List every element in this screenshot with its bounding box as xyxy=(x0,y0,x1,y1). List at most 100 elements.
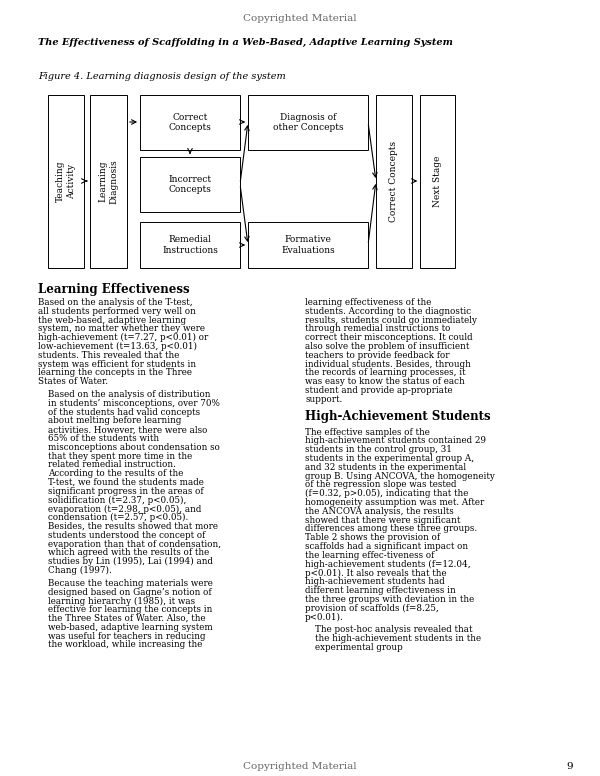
Text: Besides, the results showed that more: Besides, the results showed that more xyxy=(48,522,218,531)
Text: evaporation than that of condensation,: evaporation than that of condensation, xyxy=(48,539,221,549)
Text: studies by Lin (1995), Lai (1994) and: studies by Lin (1995), Lai (1994) and xyxy=(48,557,213,566)
Text: the ANCOVA analysis, the results: the ANCOVA analysis, the results xyxy=(305,507,454,516)
Text: The post-hoc analysis revealed that: The post-hoc analysis revealed that xyxy=(315,625,473,634)
Text: p<0.01).: p<0.01). xyxy=(305,612,344,622)
Bar xyxy=(248,95,368,150)
Text: learning hierarchy (1985), it was: learning hierarchy (1985), it was xyxy=(48,597,195,605)
Bar xyxy=(140,95,240,150)
Text: Correct
Concepts: Correct Concepts xyxy=(169,113,211,132)
Text: condensation (t=2.57, p<0.05).: condensation (t=2.57, p<0.05). xyxy=(48,513,188,522)
Text: Copyrighted Material: Copyrighted Material xyxy=(243,762,357,771)
Text: system was efficient for students in: system was efficient for students in xyxy=(38,359,196,369)
Text: Next Stage: Next Stage xyxy=(433,156,442,207)
Text: Table 2 shows the provision of: Table 2 shows the provision of xyxy=(305,533,440,542)
Text: in students’ misconceptions, over 70%: in students’ misconceptions, over 70% xyxy=(48,399,220,408)
Text: the high-achievement students in the: the high-achievement students in the xyxy=(315,634,481,643)
Text: Based on the analysis of the T-test,: Based on the analysis of the T-test, xyxy=(38,298,193,307)
Text: was easy to know the status of each: was easy to know the status of each xyxy=(305,377,465,386)
Text: the learning effec-tiveness of: the learning effec-tiveness of xyxy=(305,551,434,559)
Text: high-achievement students (f=12.04,: high-achievement students (f=12.04, xyxy=(305,559,470,569)
Text: The effective samples of the: The effective samples of the xyxy=(305,428,430,437)
Text: web-based, adaptive learning system: web-based, adaptive learning system xyxy=(48,623,213,632)
Text: experimental group: experimental group xyxy=(315,643,403,652)
Text: scaffolds had a significant impact on: scaffolds had a significant impact on xyxy=(305,542,468,551)
Text: students. According to the diagnostic: students. According to the diagnostic xyxy=(305,307,471,316)
Text: effective for learning the concepts in: effective for learning the concepts in xyxy=(48,605,212,614)
Text: Chang (1997).: Chang (1997). xyxy=(48,566,112,575)
Text: solidification (t=2.37, p<0.05),: solidification (t=2.37, p<0.05), xyxy=(48,496,187,504)
Text: also solve the problem of insufficient: also solve the problem of insufficient xyxy=(305,342,469,351)
Text: related remedial instruction.: related remedial instruction. xyxy=(48,460,176,469)
Text: misconceptions about condensation so: misconceptions about condensation so xyxy=(48,443,220,452)
Text: which agreed with the results of the: which agreed with the results of the xyxy=(48,549,209,557)
Text: evaporation (t=2.98, p<0.05), and: evaporation (t=2.98, p<0.05), and xyxy=(48,504,202,514)
Text: significant progress in the areas of: significant progress in the areas of xyxy=(48,487,203,496)
Text: results, students could go immediately: results, students could go immediately xyxy=(305,316,477,324)
Text: of the students had valid concepts: of the students had valid concepts xyxy=(48,407,200,417)
Text: homogeneity assumption was met. After: homogeneity assumption was met. After xyxy=(305,498,484,507)
Text: 65% of the students with: 65% of the students with xyxy=(48,434,159,443)
Bar xyxy=(90,95,127,268)
Text: showed that there were significant: showed that there were significant xyxy=(305,515,460,525)
Text: High-Achievement Students: High-Achievement Students xyxy=(305,410,491,423)
Text: student and provide ap-propriate: student and provide ap-propriate xyxy=(305,386,452,395)
Bar xyxy=(248,222,368,268)
Text: Incorrect
Concepts: Incorrect Concepts xyxy=(169,175,212,194)
Text: students understood the concept of: students understood the concept of xyxy=(48,531,205,540)
Text: different learning effectiveness in: different learning effectiveness in xyxy=(305,586,456,595)
Text: Teaching
Activity: Teaching Activity xyxy=(56,161,76,203)
Text: individual students. Besides, through: individual students. Besides, through xyxy=(305,359,471,369)
Text: correct their misconceptions. It could: correct their misconceptions. It could xyxy=(305,333,473,342)
Text: differences among these three groups.: differences among these three groups. xyxy=(305,525,477,533)
Text: the Three States of Water. Also, the: the Three States of Water. Also, the xyxy=(48,614,206,623)
Text: system, no matter whether they were: system, no matter whether they were xyxy=(38,324,205,334)
Text: Learning
Diagnosis: Learning Diagnosis xyxy=(99,159,118,204)
Text: the workload, while increasing the: the workload, while increasing the xyxy=(48,640,202,650)
Text: all students performed very well on: all students performed very well on xyxy=(38,307,196,316)
Text: high-achievement students had: high-achievement students had xyxy=(305,577,445,586)
Text: Correct Concepts: Correct Concepts xyxy=(389,141,398,222)
Text: low-achievement (t=13.63, p<0.01): low-achievement (t=13.63, p<0.01) xyxy=(38,342,197,351)
Text: Copyrighted Material: Copyrighted Material xyxy=(243,14,357,23)
Text: Learning Effectiveness: Learning Effectiveness xyxy=(38,283,190,296)
Text: T-test, we found the students made: T-test, we found the students made xyxy=(48,478,204,487)
Text: high-achievement (t=7.27, p<0.01) or: high-achievement (t=7.27, p<0.01) or xyxy=(38,333,208,342)
Text: learning effectiveness of the: learning effectiveness of the xyxy=(305,298,431,307)
Text: According to the results of the: According to the results of the xyxy=(48,469,184,478)
Text: was useful for teachers in reducing: was useful for teachers in reducing xyxy=(48,632,205,641)
Bar xyxy=(140,222,240,268)
Text: of the regression slope was tested: of the regression slope was tested xyxy=(305,480,457,490)
Text: Diagnosis of
other Concepts: Diagnosis of other Concepts xyxy=(272,113,343,132)
Text: that they spent more time in the: that they spent more time in the xyxy=(48,452,192,461)
Bar xyxy=(420,95,455,268)
Text: and 32 students in the experimental: and 32 students in the experimental xyxy=(305,462,466,472)
Text: students. This revealed that the: students. This revealed that the xyxy=(38,351,179,360)
Text: Based on the analysis of distribution: Based on the analysis of distribution xyxy=(48,390,211,399)
Text: Formative
Evaluations: Formative Evaluations xyxy=(281,235,335,255)
Text: teachers to provide feedback for: teachers to provide feedback for xyxy=(305,351,449,360)
Text: (f=0.32, p>0.05), indicating that the: (f=0.32, p>0.05), indicating that the xyxy=(305,489,469,498)
Text: p<0.01). It also reveals that the: p<0.01). It also reveals that the xyxy=(305,568,446,577)
Bar xyxy=(140,157,240,212)
Text: Because the teaching materials were: Because the teaching materials were xyxy=(48,579,213,587)
Bar xyxy=(48,95,84,268)
Text: high-achievement students contained 29: high-achievement students contained 29 xyxy=(305,436,486,445)
Text: the three groups with deviation in the: the three groups with deviation in the xyxy=(305,594,474,604)
Bar xyxy=(376,95,412,268)
Text: provision of scaffolds (f=8.25,: provision of scaffolds (f=8.25, xyxy=(305,604,439,613)
Text: The Effectiveness of Scaffolding in a Web-Based, Adaptive Learning System: The Effectiveness of Scaffolding in a We… xyxy=(38,38,453,47)
Text: support.: support. xyxy=(305,395,342,404)
Text: through remedial instructions to: through remedial instructions to xyxy=(305,324,451,334)
Text: activities. However, there were also: activities. However, there were also xyxy=(48,425,208,435)
Text: 9: 9 xyxy=(566,762,573,771)
Text: States of Water.: States of Water. xyxy=(38,377,108,386)
Text: Figure 4. Learning diagnosis design of the system: Figure 4. Learning diagnosis design of t… xyxy=(38,72,286,81)
Text: the web-based, adaptive learning: the web-based, adaptive learning xyxy=(38,316,186,324)
Text: students in the control group, 31: students in the control group, 31 xyxy=(305,445,452,454)
Text: group B. Using ANCOVA, the homogeneity: group B. Using ANCOVA, the homogeneity xyxy=(305,472,495,480)
Text: students in the experimental group A,: students in the experimental group A, xyxy=(305,454,474,463)
Text: about melting before learning: about melting before learning xyxy=(48,417,181,425)
Text: Remedial
Instructions: Remedial Instructions xyxy=(162,235,218,255)
Text: designed based on Gagne’s notion of: designed based on Gagne’s notion of xyxy=(48,587,212,597)
Text: learning the concepts in the Three: learning the concepts in the Three xyxy=(38,369,192,377)
